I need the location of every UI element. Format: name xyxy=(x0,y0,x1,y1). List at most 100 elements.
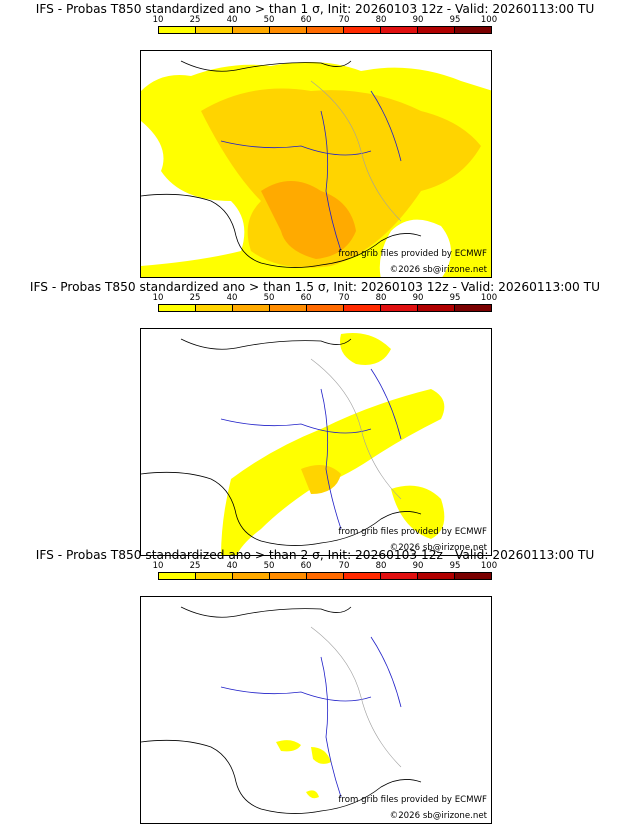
tick-label: 60 xyxy=(300,561,312,571)
border xyxy=(310,358,402,500)
map-canvas xyxy=(141,333,445,555)
colorbar-swatch xyxy=(455,27,491,33)
coastline xyxy=(180,338,352,350)
tick-label: 80 xyxy=(375,561,387,571)
prob-area-yellow xyxy=(311,747,331,764)
tick-label: 25 xyxy=(189,561,201,571)
river xyxy=(320,110,342,252)
colorbar-ticks: 10 25 40 50 60 70 80 90 95 100 xyxy=(153,561,498,571)
coastline xyxy=(141,739,422,814)
tick-label: 60 xyxy=(300,15,312,25)
prob-area-light-orange xyxy=(201,88,481,268)
colorbar-swatch xyxy=(307,305,344,311)
prob-area-yellow xyxy=(391,485,445,539)
tick-label: 70 xyxy=(338,561,350,571)
colorbar-swatch xyxy=(381,573,418,579)
colorbar-swatch xyxy=(455,305,491,311)
map-canvas xyxy=(141,606,422,814)
river xyxy=(370,90,402,162)
colorbar: 10 25 40 50 60 70 80 90 95 100 xyxy=(153,293,498,316)
tick-label: 95 xyxy=(449,15,461,25)
colorbar-swatch xyxy=(270,573,307,579)
coastline xyxy=(180,60,352,72)
tick-label: 40 xyxy=(226,293,238,303)
colorbar-swatch xyxy=(233,573,270,579)
tick-label: 50 xyxy=(263,293,275,303)
tick-label: 40 xyxy=(226,15,238,25)
tick-label: 100 xyxy=(480,561,498,571)
river xyxy=(370,368,402,440)
colorbar-swatch xyxy=(233,305,270,311)
map: from grib files provided by ECMWF ©2026 … xyxy=(140,596,492,824)
coastline xyxy=(141,193,422,268)
colorbar: 10 25 40 50 60 70 80 90 95 100 xyxy=(153,15,498,38)
colorbar-ticks: 10 25 40 50 60 70 80 90 95 100 xyxy=(153,293,498,303)
tick-label: 40 xyxy=(226,561,238,571)
colorbar-swatch xyxy=(307,573,344,579)
tick-label: 90 xyxy=(412,15,424,25)
prob-area-yellow xyxy=(340,333,391,365)
colorbar-swatch xyxy=(344,305,381,311)
tick-label: 10 xyxy=(152,561,164,571)
grib-credit: from grib files provided by ECMWF xyxy=(338,249,487,259)
tick-label: 80 xyxy=(375,15,387,25)
coastline xyxy=(180,606,352,618)
colorbar-swatches xyxy=(158,26,492,34)
tick-label: 80 xyxy=(375,293,387,303)
colorbar-swatch xyxy=(270,27,307,33)
river xyxy=(220,418,372,434)
map-panel-1: IFS - Probas T850 standardized ano > tha… xyxy=(0,2,630,278)
panel-title: IFS - Probas T850 standardized ano > tha… xyxy=(35,548,595,562)
map-panel-2: IFS - Probas T850 standardized ano > tha… xyxy=(0,280,630,556)
colorbar-swatch xyxy=(381,305,418,311)
border xyxy=(310,626,402,768)
coastline xyxy=(141,471,422,546)
copyright-credit: ©2026 sb@irizone.net xyxy=(389,265,487,275)
colorbar-swatch xyxy=(418,305,455,311)
tick-label: 70 xyxy=(338,293,350,303)
tick-label: 60 xyxy=(300,293,312,303)
colorbar-swatch xyxy=(159,573,196,579)
colorbar-swatch xyxy=(233,27,270,33)
white-sea-area xyxy=(141,121,245,266)
map: from grib files provided by ECMWF ©2026 … xyxy=(140,328,492,556)
tick-label: 50 xyxy=(263,561,275,571)
panel-title: IFS - Probas T850 standardized ano > tha… xyxy=(29,280,601,294)
river xyxy=(320,656,342,798)
tick-label: 50 xyxy=(263,15,275,25)
colorbar-swatch xyxy=(196,573,233,579)
colorbar-swatch xyxy=(418,27,455,33)
colorbar-swatch xyxy=(307,27,344,33)
colorbar-swatches xyxy=(158,572,492,580)
colorbar-swatches xyxy=(158,304,492,312)
tick-label: 10 xyxy=(152,15,164,25)
tick-label: 25 xyxy=(189,15,201,25)
tick-label: 90 xyxy=(412,293,424,303)
prob-area-yellow xyxy=(276,740,301,752)
colorbar-swatch xyxy=(381,27,418,33)
grib-credit: from grib files provided by ECMWF xyxy=(338,527,487,537)
colorbar-swatch xyxy=(159,305,196,311)
prob-area-light-orange xyxy=(301,465,341,494)
grib-credit: from grib files provided by ECMWF xyxy=(338,795,487,805)
map-panel-3: IFS - Probas T850 standardized ano > tha… xyxy=(0,548,630,824)
border xyxy=(310,80,402,222)
colorbar-ticks: 10 25 40 50 60 70 80 90 95 100 xyxy=(153,15,498,25)
copyright-credit: ©2026 sb@irizone.net xyxy=(389,543,487,553)
prob-area-orange xyxy=(261,181,356,259)
colorbar-swatch xyxy=(270,305,307,311)
map: from grib files provided by ECMWF ©2026 … xyxy=(140,50,492,278)
prob-area-yellow xyxy=(306,790,319,799)
map-canvas xyxy=(141,60,491,277)
colorbar-swatch xyxy=(159,27,196,33)
tick-label: 95 xyxy=(449,561,461,571)
tick-label: 95 xyxy=(449,293,461,303)
colorbar: 10 25 40 50 60 70 80 90 95 100 xyxy=(153,561,498,584)
tick-label: 100 xyxy=(480,293,498,303)
colorbar-swatch xyxy=(455,573,491,579)
river xyxy=(370,636,402,708)
tick-label: 25 xyxy=(189,293,201,303)
tick-label: 70 xyxy=(338,15,350,25)
colorbar-swatch xyxy=(418,573,455,579)
colorbar-swatch xyxy=(196,305,233,311)
